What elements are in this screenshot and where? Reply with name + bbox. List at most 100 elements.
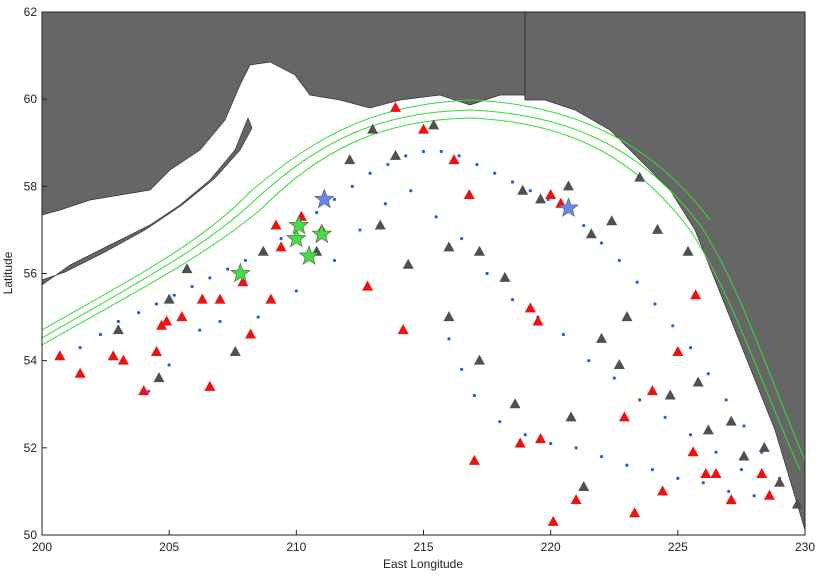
station-triangle (682, 245, 694, 256)
station-triangle (204, 380, 216, 391)
drifter-point (409, 189, 413, 193)
station-triangle (657, 485, 669, 496)
station-triangle (702, 424, 714, 435)
drifter-point (599, 241, 604, 245)
drifter-point (510, 180, 515, 184)
station-triangle (245, 328, 257, 339)
drifter-point (706, 372, 710, 376)
station-triangle (534, 193, 546, 204)
station-triangle (257, 245, 269, 256)
drifter-point (98, 332, 103, 337)
station-triangle (344, 154, 356, 165)
drifter-point (663, 415, 667, 419)
station-triangle (763, 489, 775, 500)
station-triangle (390, 149, 402, 160)
drifter-point (294, 289, 298, 293)
y-axis-label: Latitude (1, 251, 15, 294)
station-triangle (710, 467, 722, 478)
drifter-point (439, 149, 443, 154)
station-triangle (229, 345, 241, 356)
station-triangle (692, 376, 704, 387)
drifter-point (714, 450, 718, 454)
station-triangle (176, 311, 188, 322)
drifter-point (752, 494, 756, 498)
station-triangle (606, 215, 618, 226)
drifter-point (434, 215, 438, 219)
x-tick-label: 200 (32, 540, 52, 554)
station-triangle (756, 467, 768, 478)
station-triangle (362, 280, 374, 291)
x-tick-label: 220 (541, 540, 561, 554)
station-triangle (275, 241, 287, 252)
drifter-point (208, 276, 212, 280)
station-triangle (161, 315, 173, 326)
drifter-point (727, 489, 731, 494)
drifter-point (472, 393, 476, 398)
drifter-point (635, 280, 639, 284)
drifter-point (638, 398, 642, 402)
drifter-point (368, 171, 372, 175)
station-triangle (443, 241, 455, 252)
drifter-point (167, 363, 171, 367)
y-tick-label: 58 (24, 179, 38, 193)
drifter-point (475, 162, 479, 167)
station-triangle (545, 189, 557, 200)
contours (41, 99, 806, 471)
station-triangle (112, 324, 124, 335)
drifter-point (688, 433, 693, 437)
station-triangle (565, 411, 577, 422)
drifter-point (198, 328, 202, 332)
drifter-point (447, 337, 451, 341)
station-triangle (613, 359, 625, 370)
y-tick-label: 54 (24, 354, 38, 368)
x-tick-label: 210 (286, 540, 306, 554)
x-axis-label: East Longitude (383, 557, 463, 571)
drifter-point (485, 271, 489, 276)
station-triangle (578, 481, 590, 492)
station-triangle (374, 219, 386, 230)
site-star (285, 227, 307, 248)
station-triangle (562, 180, 574, 191)
station-triangle (687, 446, 699, 457)
drifter-point (404, 154, 408, 158)
site-star (311, 223, 333, 244)
drifter-point (493, 171, 497, 175)
station-triangle (629, 507, 641, 518)
station-triangle (428, 119, 440, 130)
drifter-point (617, 258, 621, 263)
station-triangle (402, 258, 414, 269)
station-triangle (117, 354, 129, 365)
station-triangle (524, 302, 536, 313)
station-triangle (651, 223, 663, 234)
station-triangle (621, 311, 633, 322)
drifter-point (528, 189, 532, 193)
station-triangle (270, 219, 282, 230)
station-triangle (237, 276, 249, 287)
station-triangle (664, 389, 676, 400)
drifter-point (625, 463, 629, 467)
drifter-point (137, 311, 141, 315)
station-triangle (646, 385, 658, 396)
site-star (288, 214, 310, 235)
drifter-point (549, 441, 553, 446)
station-triangle (74, 367, 86, 378)
drifter-point (701, 481, 705, 485)
station-triangle (514, 437, 526, 448)
station-triangle (163, 293, 175, 304)
drifter-point (574, 446, 578, 450)
drifter-point (226, 267, 230, 271)
drifter-point (358, 228, 362, 232)
drifter-point (688, 345, 693, 350)
station-triangle (634, 171, 646, 182)
drifter-point (460, 367, 464, 371)
drifter-point (523, 433, 527, 437)
land-peninsula (41, 117, 253, 286)
drifter-point (653, 302, 657, 306)
y-tick-label: 52 (24, 441, 38, 455)
station-triangle (196, 293, 208, 304)
drifter-point (383, 202, 387, 206)
drifter-point (256, 315, 260, 319)
drifter-point (332, 258, 337, 263)
drifter-point (243, 258, 248, 263)
